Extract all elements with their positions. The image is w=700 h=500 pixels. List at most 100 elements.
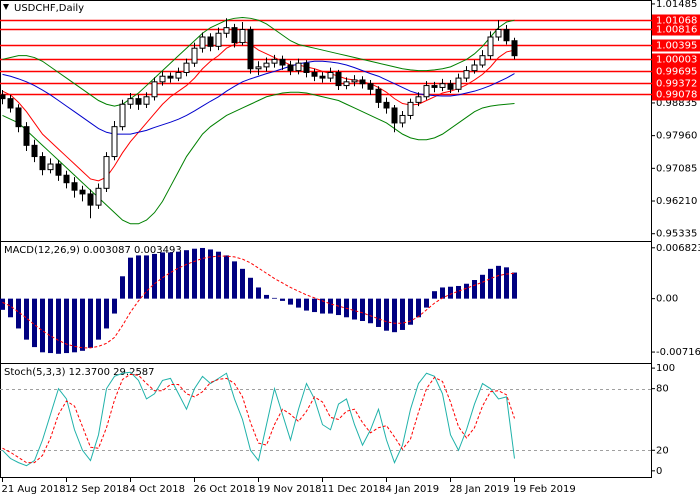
level-label: 0.99078: [656, 90, 697, 101]
histogram-bar: [384, 298, 389, 331]
panel-title: USDCHF,Daily: [14, 3, 84, 14]
candle-body: [55, 163, 62, 176]
candle-body: [303, 62, 310, 73]
level-label-box: [652, 23, 700, 36]
histogram-bar: [288, 298, 293, 305]
x-tick-label: 12 Sep 2018: [66, 484, 129, 495]
candle-body: [279, 58, 286, 66]
y-tick-label: 0.97960: [656, 131, 697, 142]
level-label: 0.99695: [656, 67, 697, 78]
candle-body: [175, 71, 182, 79]
histogram-bar: [16, 298, 21, 329]
histogram-bar: [32, 298, 37, 348]
level-label-box: [652, 88, 700, 101]
histogram-bar: [216, 251, 221, 299]
histogram-bar: [488, 268, 493, 299]
indicator-line: [2, 40, 515, 182]
candle-body: [15, 107, 22, 128]
level-label: 0.99372: [656, 79, 697, 90]
histogram-bar: [464, 283, 469, 299]
histogram-bar: [224, 255, 229, 299]
x-tick-label: 19 Feb 2019: [514, 484, 576, 495]
indicator-line: [2, 371, 515, 467]
indicator-line: [2, 255, 515, 349]
y-tick-label: 0: [656, 466, 662, 477]
histogram-bar: [184, 250, 189, 299]
histogram-bar: [440, 287, 445, 299]
level-label: 1.00003: [656, 55, 697, 66]
candle-body: [0, 94, 6, 100]
histogram-bar: [56, 298, 61, 354]
y-tick-label: 0.96210: [656, 196, 697, 207]
level-label-box: [652, 53, 700, 66]
histogram-bar: [72, 298, 77, 353]
candle-body: [103, 156, 110, 189]
histogram-bar: [240, 268, 245, 299]
histogram-bar: [416, 298, 421, 318]
y-tick-label: 80: [656, 384, 669, 395]
y-tick-label: 0.006823: [656, 243, 700, 254]
histogram-bar: [152, 253, 157, 299]
candle-body: [359, 79, 366, 85]
histogram-bar: [64, 298, 69, 354]
candle-body: [295, 62, 302, 72]
y-tick-label: 1.01485: [656, 0, 697, 10]
candle-body: [239, 29, 246, 44]
histogram-bar: [312, 298, 317, 313]
histogram-bar: [80, 298, 85, 351]
histogram-bar: [376, 298, 381, 327]
histogram-bar: [368, 298, 373, 324]
candle-body: [447, 83, 454, 90]
candle-body: [47, 163, 54, 171]
candle-body: [423, 85, 430, 98]
candle-body: [215, 32, 222, 47]
histogram-bar: [336, 298, 341, 316]
candle-body: [71, 182, 78, 191]
candle-body: [79, 189, 86, 195]
histogram-bar: [392, 298, 397, 333]
histogram-bar: [192, 248, 197, 299]
panel-title: MACD(12,26,9) 0.003087 0.003493: [4, 245, 182, 256]
candle-body: [159, 75, 166, 83]
x-tick-label: 21 Aug 2018: [2, 484, 66, 495]
level-label-box: [652, 65, 700, 78]
candle-body: [199, 36, 206, 49]
panel-title: Stoch(5,3,3) 12.3700 29.2587: [4, 367, 155, 378]
y-tick-label: 20: [656, 445, 669, 456]
histogram-bar: [0, 298, 5, 310]
candle-body: [463, 70, 470, 79]
x-tick-label: 26 Oct 2018: [194, 484, 256, 495]
candle-body: [495, 29, 502, 38]
candle-body: [63, 174, 70, 184]
candle-body: [431, 85, 438, 88]
x-tick-label: 28 Jan 2019: [450, 484, 510, 495]
histogram-bar: [280, 298, 285, 301]
candle-body: [127, 98, 134, 105]
candle-body: [119, 103, 126, 128]
y-tick-label: 0.00: [656, 294, 678, 305]
candle-body: [311, 71, 318, 77]
candle-body: [503, 29, 510, 42]
histogram-bar: [328, 298, 333, 314]
histogram-bar: [264, 294, 269, 299]
histogram-bar: [96, 298, 101, 340]
candle-body: [111, 126, 118, 158]
candle-body: [351, 79, 358, 83]
candle-body: [271, 58, 278, 64]
plot-frame: [0, 0, 652, 478]
histogram-bar: [176, 251, 181, 299]
x-tick-label: 11 Dec 2018: [322, 484, 386, 495]
candle-body: [335, 71, 342, 87]
candle-body: [319, 75, 326, 79]
candle-body: [471, 64, 478, 72]
candle-body: [223, 27, 230, 34]
histogram-bar: [432, 291, 437, 299]
indicator-line: [2, 17, 515, 107]
level-label: 1.00395: [656, 41, 697, 52]
y-tick-label: 0.97085: [656, 163, 697, 174]
indicator-line: [2, 373, 515, 464]
candle-body: [287, 64, 294, 72]
candle-body: [455, 77, 462, 90]
histogram-bar: [8, 298, 13, 318]
